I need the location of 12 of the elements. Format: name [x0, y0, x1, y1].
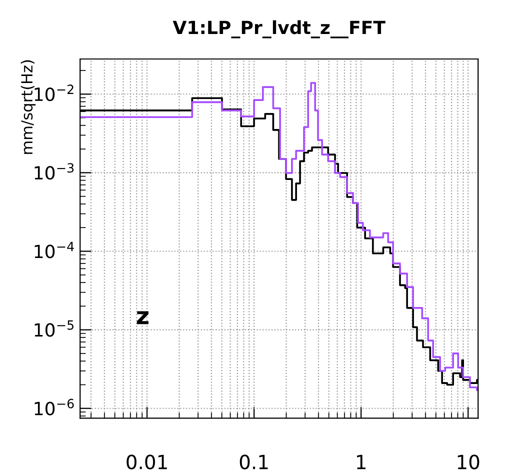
y-axis-title: mm/sqrt(Hz)	[20, 60, 36, 154]
y-tick-label: 10$^{−6}$	[34, 398, 74, 416]
x-tick-label: 0.01	[126, 454, 167, 470]
x-tick-label: 0.1	[240, 454, 268, 470]
x-tick-label: 10	[458, 454, 480, 470]
y-tick-label: 10$^{−3}$	[34, 163, 74, 180]
y-tick-label: 10$^{−2}$	[34, 84, 74, 102]
y-tick-label: 10$^{−4}$	[34, 242, 74, 258]
chart-title: V1:LP_Pr_lvdt_z__FFT	[172, 20, 386, 38]
annotation: z	[136, 311, 148, 324]
y-tick-label: 10$^{−5}$	[34, 320, 74, 337]
x-tick-label: 1	[357, 454, 366, 470]
